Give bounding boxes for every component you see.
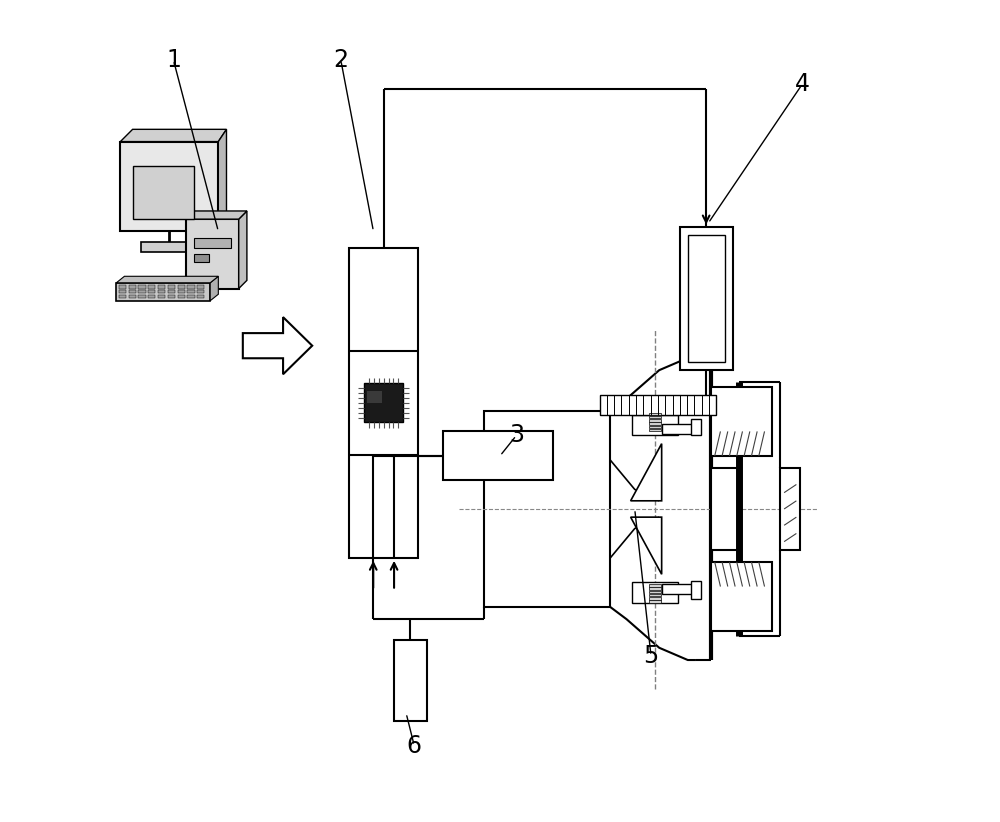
Bar <box>197 285 204 289</box>
Bar <box>632 583 678 603</box>
Bar <box>187 295 195 298</box>
Bar <box>680 228 733 370</box>
Polygon shape <box>218 129 226 231</box>
Bar <box>116 283 210 301</box>
Bar <box>194 238 231 247</box>
Bar <box>158 290 165 293</box>
Bar <box>649 429 661 432</box>
Bar <box>649 426 661 428</box>
Bar <box>178 285 185 289</box>
Bar <box>780 469 800 550</box>
Bar <box>691 419 701 436</box>
Bar <box>349 247 418 558</box>
Bar <box>194 254 209 262</box>
Bar <box>662 584 693 593</box>
Polygon shape <box>631 517 662 575</box>
Bar <box>168 285 175 289</box>
Bar <box>600 395 716 415</box>
Bar <box>711 562 772 631</box>
Bar <box>662 424 693 434</box>
Bar <box>148 285 155 289</box>
Bar <box>649 419 661 422</box>
Bar <box>632 415 678 436</box>
Bar <box>129 290 136 293</box>
Bar <box>688 235 725 362</box>
Bar <box>649 597 661 599</box>
Bar <box>158 285 165 289</box>
Text: 3: 3 <box>509 423 524 447</box>
Bar <box>364 383 403 423</box>
Text: 4: 4 <box>795 72 810 96</box>
Bar <box>120 141 218 231</box>
Bar <box>178 290 185 293</box>
Bar <box>119 295 126 298</box>
Bar <box>394 640 427 721</box>
Bar <box>148 290 155 293</box>
Bar <box>187 290 195 293</box>
Bar <box>367 391 382 403</box>
Bar <box>148 295 155 298</box>
Bar <box>649 584 661 587</box>
Bar <box>129 295 136 298</box>
Bar <box>186 219 239 289</box>
Bar <box>649 593 661 596</box>
Bar <box>178 295 185 298</box>
Bar <box>484 411 610 607</box>
Bar <box>649 413 661 415</box>
Bar <box>133 166 194 219</box>
Polygon shape <box>243 317 312 374</box>
Bar <box>138 285 146 289</box>
Polygon shape <box>210 276 218 301</box>
Bar <box>138 290 146 293</box>
Bar <box>197 290 204 293</box>
Bar <box>119 290 126 293</box>
Text: 1: 1 <box>166 48 181 72</box>
Bar <box>691 581 701 598</box>
Polygon shape <box>631 444 662 501</box>
Polygon shape <box>116 276 218 283</box>
Text: 6: 6 <box>407 734 422 758</box>
Bar <box>711 386 772 456</box>
Bar <box>129 285 136 289</box>
Polygon shape <box>239 211 247 289</box>
Bar <box>443 432 553 480</box>
Bar <box>649 416 661 418</box>
Bar <box>197 295 204 298</box>
Text: 2: 2 <box>333 48 348 72</box>
Bar <box>158 295 165 298</box>
Bar <box>168 295 175 298</box>
Bar <box>649 423 661 425</box>
Bar <box>649 591 661 593</box>
Bar <box>649 600 661 603</box>
Polygon shape <box>120 129 226 141</box>
Text: 5: 5 <box>643 644 659 668</box>
Bar <box>168 290 175 293</box>
Polygon shape <box>186 211 247 219</box>
Bar <box>649 588 661 590</box>
Bar <box>119 285 126 289</box>
Bar <box>141 242 198 252</box>
Bar <box>711 469 739 550</box>
Bar <box>187 285 195 289</box>
Bar <box>138 295 146 298</box>
